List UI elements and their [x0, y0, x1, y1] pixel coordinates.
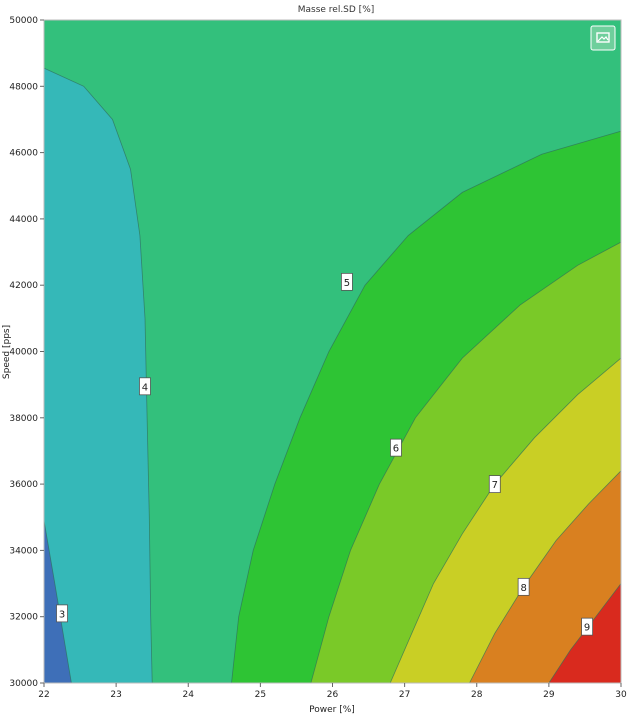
x-tick-label: 30: [615, 690, 627, 700]
contour-label-text: 5: [344, 278, 350, 289]
contour-label-box: [488, 475, 501, 494]
contour-label-text: 6: [393, 444, 399, 455]
contour-label-6: 6: [390, 438, 402, 457]
contour-line-7: [389, 357, 622, 684]
contour-line-4: [43, 67, 153, 684]
y-tick-label: 46000: [9, 149, 38, 159]
contour-line-5: [231, 130, 622, 684]
contour-label-box: [517, 577, 530, 596]
y-tick-label: 50000: [9, 16, 38, 26]
contour-label-text: 7: [492, 480, 498, 491]
contour-label-box: [341, 272, 353, 291]
y-tick-label: 48000: [9, 82, 38, 92]
x-axis: 22 23 24 25 26 27 28 29 30: [38, 683, 627, 700]
y-tick-label: 38000: [9, 414, 38, 424]
y-tick-label: 40000: [9, 348, 38, 358]
contour-label-3: 3: [56, 604, 68, 623]
contour-labels: 3 4 5 6 7 8 9: [56, 272, 594, 636]
y-tick-label: 30000: [9, 679, 38, 689]
contour-label-5: 5: [341, 272, 353, 291]
x-tick-label: 22: [38, 690, 49, 700]
contour-label-box: [390, 438, 402, 457]
chart-title: Masse rel.SD [%]: [298, 5, 375, 15]
contour-label-box: [581, 617, 594, 636]
contour-label-4: 4: [139, 377, 151, 396]
y-tick-label: 36000: [9, 480, 38, 490]
y-tick-label: 42000: [9, 281, 38, 291]
x-tick-label: 25: [255, 690, 266, 700]
contour-line-6: [310, 241, 622, 684]
x-axis-label: Power [%]: [309, 705, 355, 715]
contour-label-text: 9: [584, 623, 590, 634]
contour-lines: [43, 67, 622, 684]
y-axis: 30000 32000 34000 36000 38000 40000 42000 44000…: [9, 16, 44, 689]
x-tick-label: 26: [327, 690, 339, 700]
region-3-4: [44, 68, 153, 684]
x-tick-label: 29: [543, 690, 555, 700]
contour-label-box: [56, 604, 68, 623]
contour-label-9: 9: [581, 617, 594, 636]
y-axis-label: Speed [pps]: [2, 325, 12, 379]
image-icon[interactable]: [590, 25, 616, 51]
contour-label-text: 8: [520, 583, 526, 594]
contour-regions: [44, 20, 621, 684]
contour-label-text: 3: [59, 609, 65, 620]
x-tick-label: 24: [183, 690, 195, 700]
contour-label-7: 7: [488, 475, 501, 494]
x-tick-label: 27: [399, 690, 410, 700]
y-tick-label: 32000: [9, 613, 38, 623]
contour-label-8: 8: [517, 577, 530, 596]
x-tick-label: 23: [110, 690, 121, 700]
x-tick-label: 28: [471, 690, 483, 700]
contour-label-box: [139, 377, 151, 396]
y-tick-label: 34000: [9, 546, 38, 556]
y-tick-label: 44000: [9, 215, 38, 225]
contour-label-text: 4: [142, 382, 148, 393]
contour-line-8: [469, 470, 622, 684]
